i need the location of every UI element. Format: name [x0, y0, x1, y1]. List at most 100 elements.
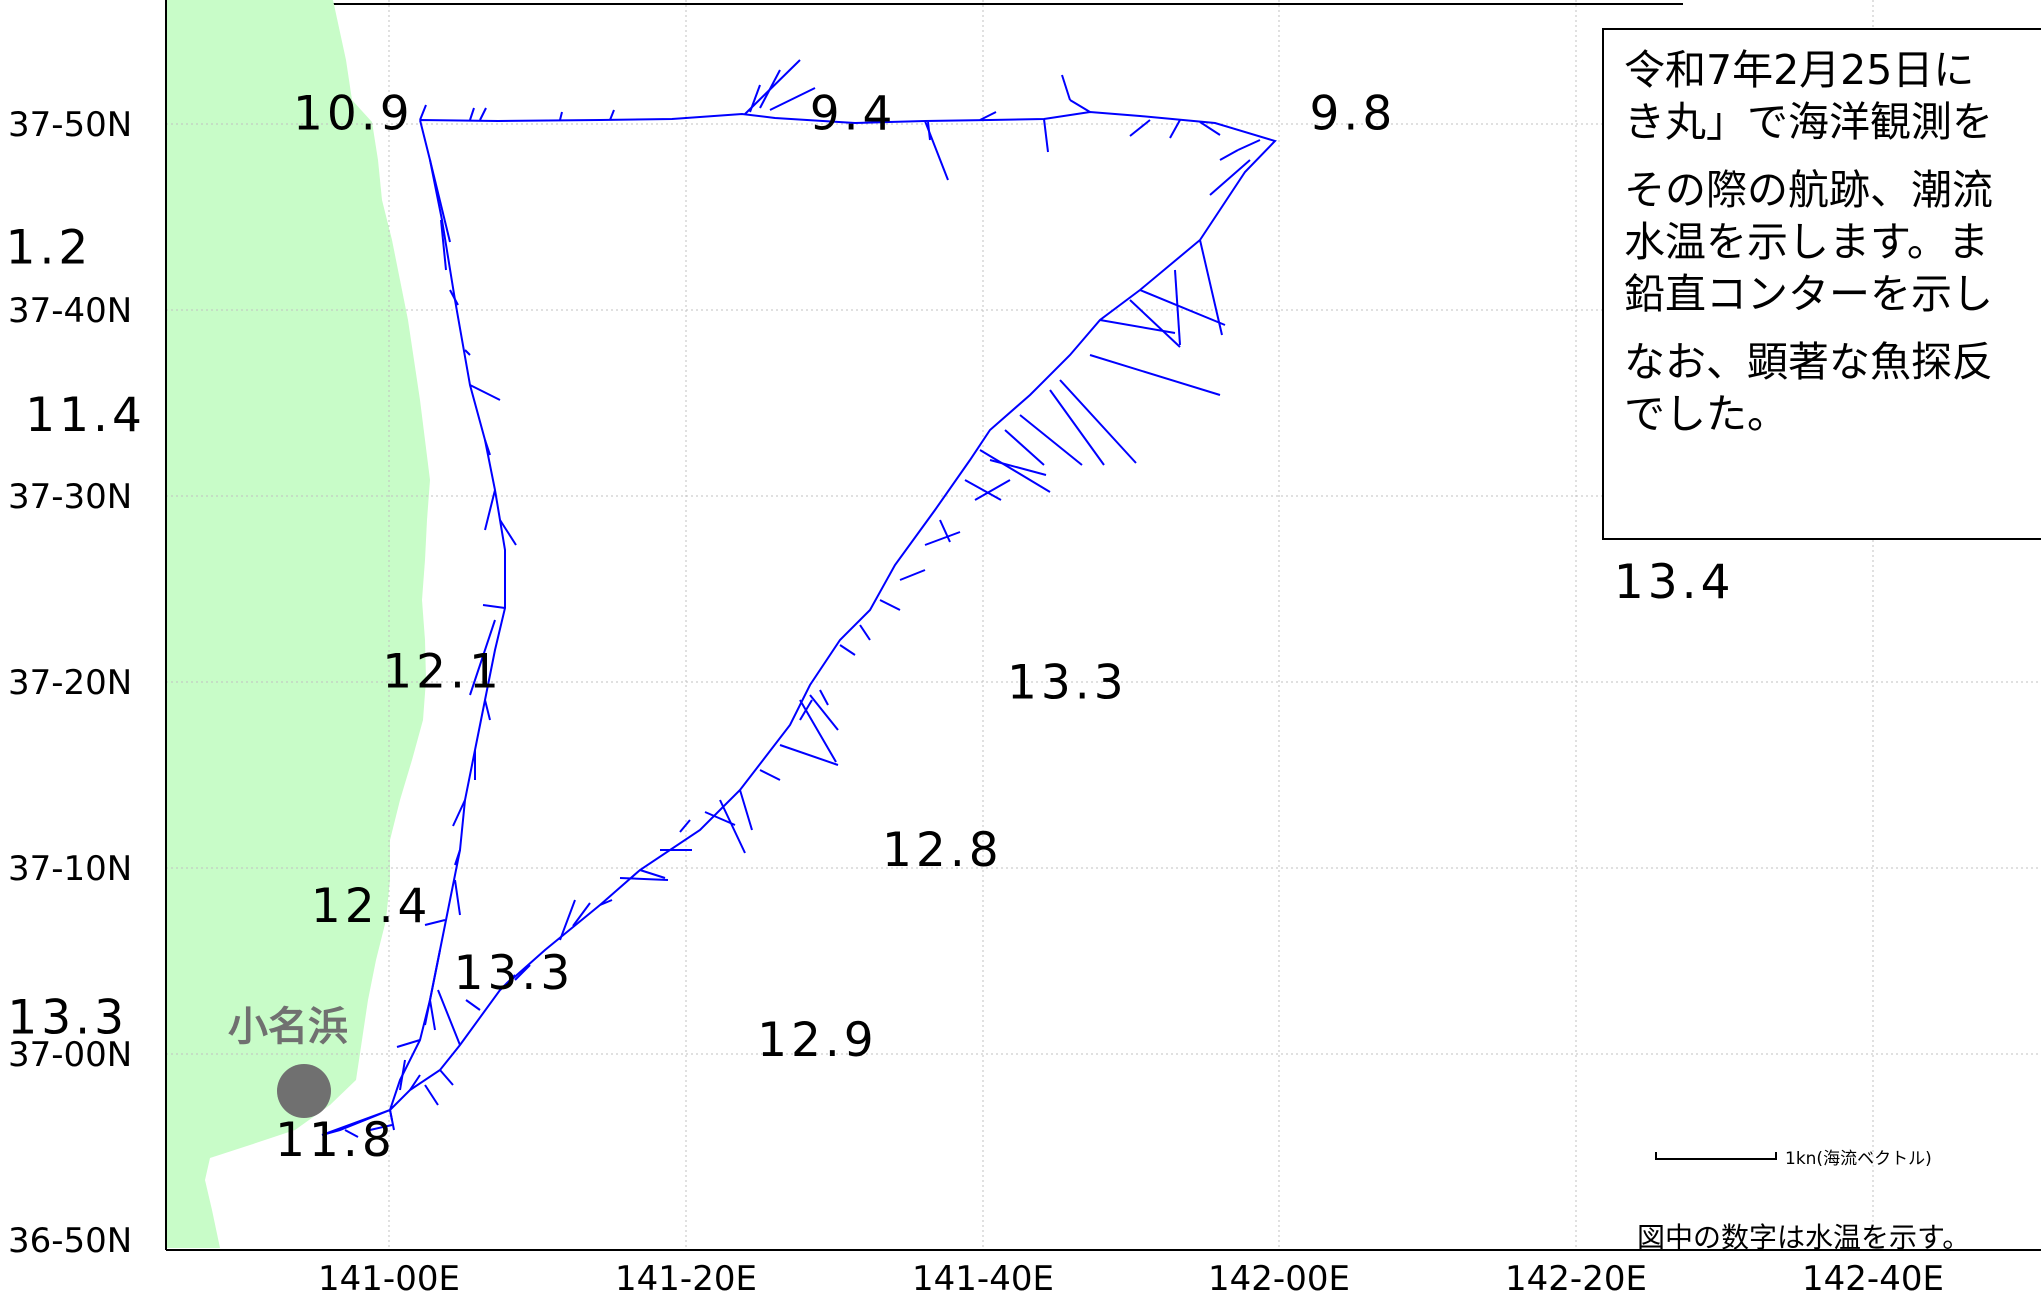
description-box: 令和7年2月25日に き丸」で海洋観測を その際の航跡、潮流 水温を示します。ま…	[1602, 28, 2041, 540]
current-vector	[484, 439, 491, 456]
temperature-label: 9.8	[1310, 87, 1397, 142]
description-paragraph-3: なお、顕著な魚探反 でした。	[1624, 338, 1993, 438]
latitude-label: 37-20N	[8, 663, 132, 703]
current-vector	[879, 599, 901, 611]
current-vector	[1004, 429, 1045, 466]
current-vector	[609, 109, 615, 121]
current-vector	[899, 569, 926, 581]
current-vector	[964, 479, 1002, 501]
current-vector	[779, 744, 839, 766]
current-vector	[599, 899, 613, 906]
temperature-label: 13.3	[7, 990, 128, 1045]
longitude-label: 141-20E	[615, 1259, 757, 1298]
current-vector	[429, 999, 436, 1031]
temperature-label: 11.4	[25, 388, 146, 443]
current-vector	[449, 289, 459, 306]
current-vector	[1209, 159, 1251, 196]
current-vector	[429, 159, 451, 243]
longitude-label: 142-40E	[1802, 1259, 1944, 1298]
current-vector	[924, 531, 961, 546]
current-vector	[1129, 299, 1181, 348]
longitude-label: 142-20E	[1505, 1259, 1647, 1298]
current-vector	[479, 107, 487, 121]
current-vector	[344, 1129, 359, 1138]
current-vector	[1061, 74, 1071, 101]
temperature-label: 10.9	[293, 87, 414, 142]
temperature-label: 12.9	[757, 1013, 878, 1068]
longitude-label: 141-00E	[318, 1259, 460, 1298]
latitude-label: 37-30N	[8, 477, 132, 517]
current-vector	[484, 699, 491, 721]
port-label: 小名浜	[228, 1004, 348, 1050]
current-vector	[1089, 354, 1221, 396]
current-vector	[704, 811, 736, 826]
latitude-label: 37-40N	[8, 291, 132, 331]
current-vector	[369, 1124, 393, 1131]
current-vector	[1174, 269, 1181, 346]
latitude-labels: 37-50N 37-40N 37-30N 37-20N 37-10N 37-00N 36-5…	[8, 105, 132, 1261]
temperature-label: 11.2	[0, 220, 92, 275]
current-vector	[1069, 99, 1091, 113]
current-vector	[759, 69, 781, 109]
current-vector	[499, 974, 516, 991]
current-vector	[514, 964, 531, 981]
temperature-label: 9.4	[810, 87, 897, 142]
current-vector	[396, 1039, 421, 1048]
current-vector	[464, 349, 471, 356]
temperature-label: 13.4	[1614, 555, 1735, 610]
current-vector	[769, 87, 816, 111]
temperature-label: 13.3	[454, 946, 575, 1001]
current-vector	[469, 384, 501, 401]
current-vector	[1169, 119, 1181, 139]
current-vector	[439, 1069, 454, 1086]
current-vector	[559, 899, 576, 941]
current-vector	[1019, 414, 1083, 466]
temperature-labels: 10.99.49.813.513.611.213.611.413.513.412…	[0, 87, 2041, 1169]
current-vector	[1237, 139, 1261, 151]
current-vector	[437, 989, 461, 1046]
current-vector	[939, 519, 951, 543]
current-vector	[979, 111, 997, 121]
current-vector	[619, 877, 669, 881]
longitude-label: 142-00E	[1208, 1259, 1350, 1298]
current-vector	[1049, 389, 1105, 466]
current-vector	[809, 694, 839, 731]
temperature-label: 12.8	[882, 823, 1003, 878]
current-vector	[1199, 239, 1223, 336]
current-vector	[1199, 121, 1221, 136]
current-vector	[679, 819, 691, 833]
current-vector	[389, 1109, 395, 1131]
description-paragraph-2: その際の航跡、潮流 水温を示します。ま 鉛直コンターを示し	[1624, 166, 1993, 318]
current-vectors	[344, 59, 1261, 1138]
temperature-label: 12.1	[382, 645, 503, 700]
scale-bar	[1655, 1152, 1777, 1160]
current-vector	[419, 104, 427, 121]
current-vector	[499, 519, 517, 546]
grid-lines	[166, 0, 2041, 1250]
current-vector	[839, 644, 856, 656]
current-vector	[482, 604, 506, 609]
current-vector	[974, 479, 1011, 501]
current-vector	[469, 107, 475, 121]
latitude-label: 37-10N	[8, 849, 132, 889]
temperature-label: 13.3	[1007, 656, 1128, 711]
longitude-label: 141-40E	[912, 1259, 1054, 1298]
map-frame	[165, 0, 2041, 1251]
latitude-label: 36-50N	[8, 1221, 132, 1261]
current-vector	[469, 619, 496, 696]
current-vector	[399, 1059, 406, 1091]
latitude-label: 37-00N	[8, 1035, 132, 1075]
current-vector	[979, 449, 1051, 493]
longitude-labels: 141-00E 141-20E 141-40E 142-00E 142-20E 142-4…	[318, 1259, 1944, 1298]
current-vector	[454, 849, 461, 866]
current-vector	[859, 624, 871, 641]
current-vector	[744, 59, 801, 115]
current-vector	[759, 769, 781, 781]
current-vector	[424, 949, 441, 1026]
current-vector	[572, 902, 591, 927]
current-vector	[452, 799, 466, 827]
current-vector	[424, 919, 446, 926]
temperature-label: 11.8	[275, 1113, 396, 1168]
current-vector	[739, 789, 753, 831]
